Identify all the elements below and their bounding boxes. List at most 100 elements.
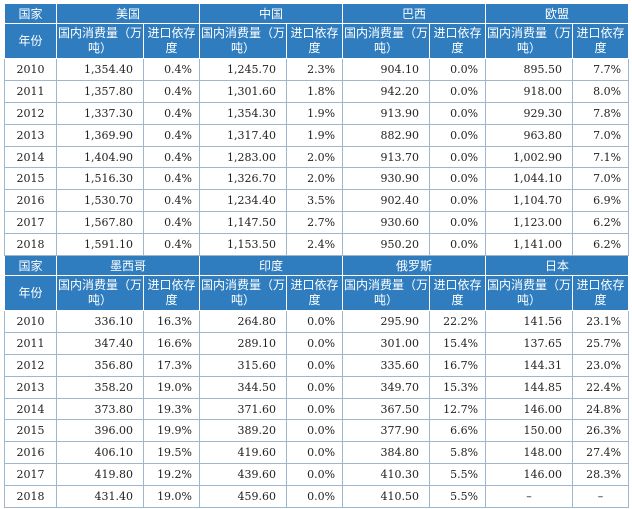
table-row: 2012 1,337.30 0.4% 1,354.30 1.9% 913.90 0.0% 92… xyxy=(4,101,630,125)
consumption-cell: 1,153.50 xyxy=(199,233,288,257)
consumption-cell: 1,123.00 xyxy=(485,211,574,235)
dependency-cell: 22.2% xyxy=(429,310,487,333)
dependency-cell: 7.0% xyxy=(572,167,630,191)
consumption-cell: 882.90 xyxy=(342,123,431,147)
year-cell: 2010 xyxy=(4,310,57,333)
consumption-cell: 396.00 xyxy=(56,419,144,443)
dependency-cell: 0.4% xyxy=(142,79,201,103)
dependency-cell: 8.0% xyxy=(572,79,630,103)
consumption-cell: 1,404.90 xyxy=(56,145,144,169)
dependency-column-header: 进口依存度 xyxy=(286,23,344,59)
dependency-column-header: 进口依存度 xyxy=(286,275,344,312)
year-cell: 2012 xyxy=(4,353,57,377)
dependency-cell: 2.0% xyxy=(286,167,344,191)
consumption-column-header: 国内消费量（万吨） xyxy=(342,23,431,59)
consumption-cell: 942.20 xyxy=(342,79,431,103)
country-header-row: 国家 美国 中国 巴西 欧盟 xyxy=(4,3,630,24)
consumption-cell: 358.20 xyxy=(56,375,144,399)
year-cell: 2013 xyxy=(4,375,57,399)
metric-header-row: 年份 国内消费量（万吨） 进口依存度 国内消费量（万吨） 进口依存度 国内消费量（万吨）进… xyxy=(4,23,630,59)
dependency-cell: 25.7% xyxy=(572,331,630,355)
country-name-header: 中国 xyxy=(199,3,344,24)
dependency-cell: 6.9% xyxy=(572,189,630,213)
consumption-cell: 335.60 xyxy=(342,353,431,377)
dependency-cell: 16.3% xyxy=(142,310,201,333)
consumption-cell: 289.10 xyxy=(199,331,288,355)
dependency-cell: 0.0% xyxy=(286,419,344,443)
consumption-column-header: 国内消费量（万吨） xyxy=(56,275,144,312)
consumption-column-header: 国内消费量（万吨） xyxy=(199,23,288,59)
consumption-cell: 406.10 xyxy=(56,441,144,465)
dependency-cell: 2.4% xyxy=(286,233,344,257)
consumption-cell: 356.80 xyxy=(56,353,144,377)
dependency-cell: 0.0% xyxy=(429,167,487,191)
dependency-cell: 2.0% xyxy=(286,145,344,169)
year-cell: 2010 xyxy=(4,58,57,81)
data-table-container: 国家 美国 中国 巴西 欧盟 年份 国内消费量（万吨） 进口依存度 国内消费量（万吨） 进口依存度… xyxy=(4,3,630,509)
dependency-cell: 6.2% xyxy=(572,233,630,257)
dependency-cell: 0.4% xyxy=(142,58,201,81)
table-row: 2014 373.80 19.3% 371.60 0.0% 367.50 12.7% 146.… xyxy=(4,397,630,421)
dependency-cell: 16.6% xyxy=(142,331,201,355)
dependency-cell: 0.0% xyxy=(429,123,487,147)
consumption-cell: 1,283.00 xyxy=(199,145,288,169)
consumption-cell: 930.90 xyxy=(342,167,431,191)
consumption-cell: 950.20 xyxy=(342,233,431,257)
year-cell: 2015 xyxy=(4,167,57,191)
year-column-header: 年份 xyxy=(4,275,57,312)
consumption-cell: 1,567.80 xyxy=(56,211,144,235)
consumption-cell: 913.90 xyxy=(342,101,431,125)
consumption-cell: 146.00 xyxy=(485,463,574,487)
dependency-cell: 26.3% xyxy=(572,419,630,443)
consumption-cell: 1,317.40 xyxy=(199,123,288,147)
consumption-cell: 137.65 xyxy=(485,331,574,355)
year-cell: 2014 xyxy=(4,397,57,421)
consumption-cell: 148.00 xyxy=(485,441,574,465)
dependency-cell: 3.5% xyxy=(286,189,344,213)
consumption-cell: 1,147.50 xyxy=(199,211,288,235)
dependency-cell: 0.0% xyxy=(286,310,344,333)
consumption-cell: 1,530.70 xyxy=(56,189,144,213)
dependency-cell: 12.7% xyxy=(429,397,487,421)
dependency-cell: – xyxy=(572,485,630,509)
consumption-column-header: 国内消费量（万吨） xyxy=(199,275,288,312)
consumption-cell: 389.20 xyxy=(199,419,288,443)
consumption-column-header: 国内消费量（万吨） xyxy=(342,275,431,312)
dependency-cell: 1.9% xyxy=(286,101,344,125)
dependency-column-header: 进口依存度 xyxy=(429,23,487,59)
table-row: 2015 1,516.30 0.4% 1,326.70 2.0% 930.90 0.0% 1,… xyxy=(4,167,630,191)
consumption-cell: 1,354.30 xyxy=(199,101,288,125)
consumption-cell: 144.31 xyxy=(485,353,574,377)
consumption-cell: 419.80 xyxy=(56,463,144,487)
dependency-cell: 2.3% xyxy=(286,58,344,81)
consumption-cell: 1,357.80 xyxy=(56,79,144,103)
country-name-header: 美国 xyxy=(55,3,201,24)
dependency-cell: 5.5% xyxy=(429,485,487,509)
consumption-cell: 1,104.70 xyxy=(485,189,574,213)
dependency-cell: 0.4% xyxy=(142,123,201,147)
year-cell: 2013 xyxy=(4,123,57,147)
consumption-cell: 349.70 xyxy=(342,375,431,399)
dependency-cell: 6.2% xyxy=(572,211,630,235)
consumption-cell: 264.80 xyxy=(199,310,288,333)
country-name-header: 巴西 xyxy=(342,3,487,24)
consumption-dependency-table: 国家 美国 中国 巴西 欧盟 年份 国内消费量（万吨） 进口依存度 国内消费量（万吨） 进口依存度… xyxy=(4,3,630,509)
consumption-cell: 1,591.10 xyxy=(56,233,144,257)
consumption-cell: 1,234.40 xyxy=(199,189,288,213)
dependency-cell: 1.9% xyxy=(286,123,344,147)
consumption-cell: 410.30 xyxy=(342,463,431,487)
dependency-cell: 0.0% xyxy=(429,211,487,235)
dependency-cell: 7.1% xyxy=(572,145,630,169)
consumption-column-header: 国内消费量（万吨） xyxy=(485,275,574,312)
dependency-column-header: 进口依存度 xyxy=(572,275,630,312)
year-cell: 2011 xyxy=(4,79,57,103)
table-row: 2017 1,567.80 0.4% 1,147.50 2.7% 930.60 0.0% 1,… xyxy=(4,211,630,235)
table-body: 国家 美国 中国 巴西 欧盟 年份 国内消费量（万吨） 进口依存度 国内消费量（万吨） 进口依存度… xyxy=(4,3,630,509)
year-cell: 2012 xyxy=(4,101,57,125)
table-row: 2010 1,354.40 0.4% 1,245.70 2.3% 904.10 0.0% 89… xyxy=(4,58,630,81)
consumption-cell: 419.60 xyxy=(199,441,288,465)
dependency-cell: 22.4% xyxy=(572,375,630,399)
consumption-cell: 902.40 xyxy=(342,189,431,213)
consumption-cell: 1,245.70 xyxy=(199,58,288,81)
dependency-cell: 15.3% xyxy=(429,375,487,399)
